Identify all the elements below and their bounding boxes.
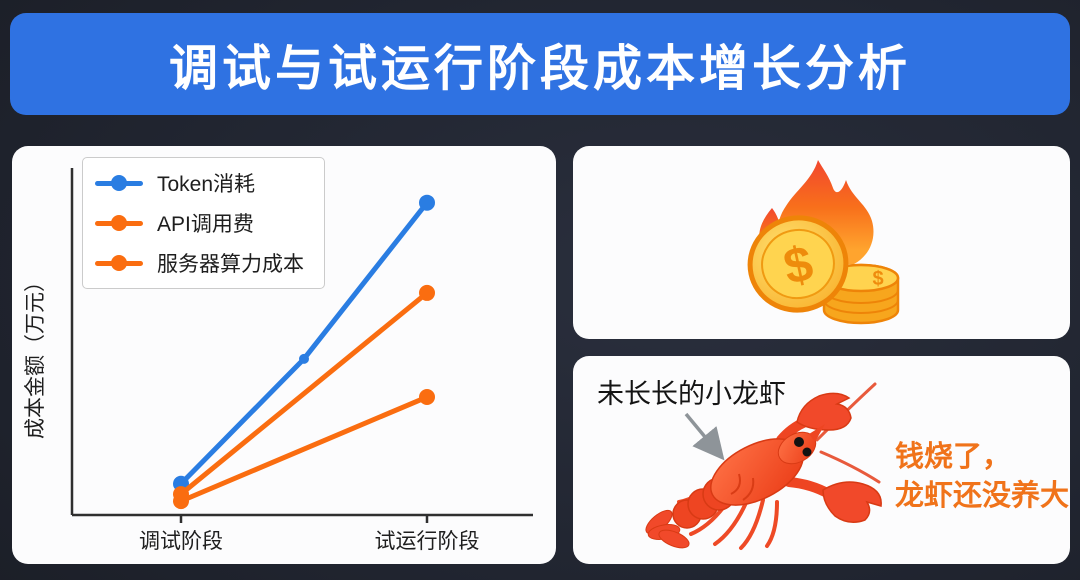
x-tick-label: 调试阶段 [139,530,223,553]
legend-label: 服务器算力成本 [157,253,304,276]
data-point-marker [173,493,189,510]
upper-claw [796,392,852,431]
legend-label: API调用费 [157,213,254,236]
header-banner: 调试与试运行阶段成本增长分析 [10,13,1070,115]
lobster-panel: 未长长的小龙虾 [573,356,1070,564]
legend-swatch-dot [111,255,127,271]
legend-swatch [95,175,143,191]
x-tick-label: 试运行阶段 [375,530,480,553]
lobster-note-line2: 龙虾还没养大 [895,480,1070,512]
snout [809,424,825,442]
legend-label: Token消耗 [157,173,256,196]
legend-swatch [95,255,143,271]
data-point-marker [419,389,435,406]
y-axis-label: 成本金额（万元） [24,271,47,439]
lobster-note: 钱烧了， 龙虾还没养大 [895,438,1069,516]
burning-money-panel: $ $ [573,146,1070,339]
legend-swatch-dot [111,215,127,231]
legend-item: API调用费 [95,203,304,243]
lobster-caption: 未长长的小龙虾 [597,379,786,409]
data-point-marker [419,284,435,301]
eye [802,447,812,457]
lobster-note-line1: 钱烧了， [895,441,1012,473]
legend-swatch-dot [111,175,127,191]
legend-item: 服务器算力成本 [95,243,304,283]
stack-dollar-sign: $ [872,268,883,290]
chart-legend: Token消耗 API调用费服务器算力成本 [82,157,325,289]
series-line-1 [178,290,430,497]
body-segment-line [730,473,741,495]
chart-series-group [173,194,435,510]
crayfish-icon [645,382,882,550]
legend-swatch [95,215,143,231]
page-title: 调试与试运行阶段成本增长分析 [168,41,911,96]
cost-line-chart: 成本金额（万元） 调试阶段 试运行阶段 [24,168,533,553]
flame-coins-icon: $ $ [747,159,899,324]
chart-ticks-group: 调试阶段 试运行阶段 [139,515,480,553]
series-line-2 [178,394,430,504]
legend-item: Token消耗 [95,163,304,203]
big-coin: $ [747,214,848,313]
antenna-lower [819,450,881,484]
body-segment-line [742,477,755,501]
lower-claw [822,481,882,523]
data-point-marker [419,194,435,211]
tail-fan [645,509,690,549]
cost-chart-panel: 成本金额（万元） 调试阶段 试运行阶段 Token消耗 API调用费服务器算力成本 [12,146,556,564]
data-point-marker [299,353,309,364]
eye [794,437,804,447]
